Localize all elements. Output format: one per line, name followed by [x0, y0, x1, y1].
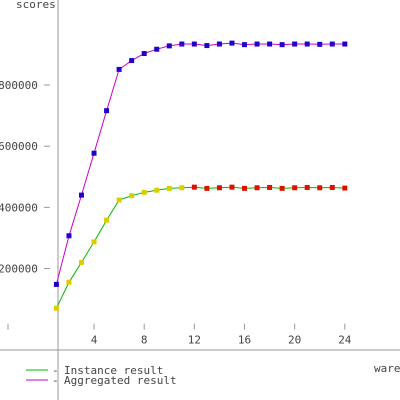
- data-point: [292, 41, 298, 47]
- y-tick-label: 600000: [0, 140, 38, 153]
- data-point: [242, 42, 248, 48]
- data-point: [129, 58, 135, 64]
- y-axis-label: scores: [16, 0, 56, 11]
- y-tick-label: 200000: [0, 263, 38, 276]
- data-point: [79, 192, 85, 198]
- legend-label-instance: Instance result: [64, 364, 163, 377]
- series-layer: [53, 40, 348, 311]
- x-axis-label: warel: [374, 362, 400, 375]
- data-point: [267, 41, 273, 47]
- data-point: [104, 217, 110, 223]
- x-tick-label: 4: [91, 334, 98, 347]
- x-tick-label: 20: [288, 334, 301, 347]
- data-point: [91, 150, 97, 156]
- x-tick-label: 12: [188, 334, 201, 347]
- x-tick-label: 16: [238, 334, 251, 347]
- data-point: [204, 185, 210, 191]
- y-tick-label: 800000: [0, 79, 38, 92]
- series-line: [55, 42, 345, 285]
- data-point: [292, 185, 298, 191]
- data-point: [79, 259, 85, 265]
- data-point: [116, 197, 122, 203]
- data-point: [53, 305, 59, 311]
- legend-label-aggregated: Aggregated result: [64, 374, 177, 387]
- data-point: [279, 42, 285, 48]
- data-point: [229, 184, 235, 190]
- data-point: [317, 41, 323, 47]
- data-point: [154, 46, 160, 52]
- data-point: [141, 51, 147, 57]
- y-tick-label: 400000: [0, 201, 38, 214]
- data-point: [254, 41, 260, 47]
- data-point: [129, 193, 135, 199]
- data-point: [279, 185, 285, 191]
- data-point: [191, 41, 197, 47]
- data-point: [179, 185, 185, 191]
- series-1: [53, 40, 348, 287]
- legend-dash-aggregated: -: [52, 374, 59, 387]
- data-point: [204, 43, 210, 49]
- x-tick-label: 24: [338, 334, 352, 347]
- data-point: [242, 185, 248, 191]
- data-point: [179, 41, 185, 47]
- series-line: [55, 186, 345, 309]
- data-point: [304, 41, 310, 47]
- data-point: [66, 233, 72, 239]
- data-point: [66, 279, 72, 285]
- data-point: [166, 185, 172, 191]
- series-0: [53, 184, 348, 311]
- x-tick-label: 8: [141, 334, 148, 347]
- data-point: [191, 184, 197, 190]
- data-point: [104, 108, 110, 114]
- data-point: [141, 189, 147, 195]
- data-point: [329, 41, 335, 47]
- data-point: [53, 281, 59, 287]
- data-point: [329, 184, 335, 190]
- legend-dash-instance: -: [52, 364, 59, 377]
- data-point: [317, 185, 323, 191]
- axis-ticks: 4 8 12 16 20 24 200000 400000 600000 800000: [0, 79, 352, 347]
- data-point: [229, 40, 235, 46]
- legend: Instance result Aggregated result - -: [26, 364, 177, 387]
- data-point: [342, 41, 348, 47]
- data-point: [166, 43, 172, 49]
- data-point: [304, 184, 310, 190]
- data-point: [342, 185, 348, 191]
- data-point: [267, 184, 273, 190]
- data-point: [216, 41, 222, 47]
- data-point: [154, 187, 160, 193]
- data-point: [91, 239, 97, 245]
- data-point: [254, 185, 260, 191]
- data-point: [216, 185, 222, 191]
- data-point: [116, 66, 122, 72]
